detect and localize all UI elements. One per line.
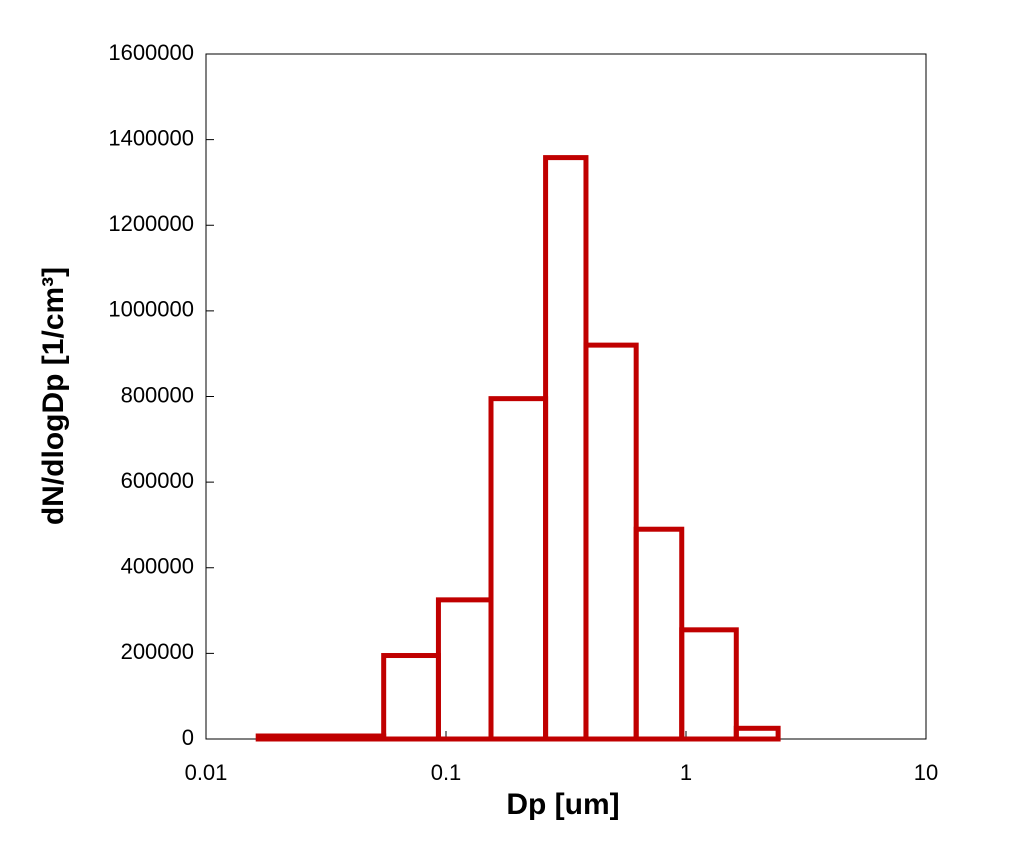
histogram-bar <box>255 733 387 742</box>
histogram-bar <box>733 725 781 742</box>
x-tick-label: 1 <box>680 760 692 785</box>
histogram-bar <box>633 526 685 742</box>
x-tick-label: 0.01 <box>185 760 228 785</box>
histogram-bar <box>679 627 739 742</box>
y-tick-label: 1000000 <box>108 297 194 322</box>
x-tick-label: 0.1 <box>431 760 462 785</box>
x-axis-title: Dp [um] <box>506 788 619 821</box>
y-tick-label: 400000 <box>121 554 194 579</box>
histogram-bar <box>435 597 494 742</box>
y-tick-label: 200000 <box>121 639 194 664</box>
histogram-bar <box>543 155 589 742</box>
histogram-bar <box>381 653 441 742</box>
x-tick-label: 10 <box>914 760 938 785</box>
histogram-bar <box>583 342 639 742</box>
y-tick-label: 1400000 <box>108 125 194 150</box>
y-tick-label: 1200000 <box>108 211 194 236</box>
y-tick-label: 800000 <box>121 382 194 407</box>
y-axis-title: dN/dlogDp [1/cm³] <box>37 267 70 525</box>
y-tick-label: 0 <box>182 725 194 750</box>
y-tick-label: 1600000 <box>108 40 194 65</box>
histogram-bar <box>488 396 549 742</box>
y-tick-label: 600000 <box>121 468 194 493</box>
